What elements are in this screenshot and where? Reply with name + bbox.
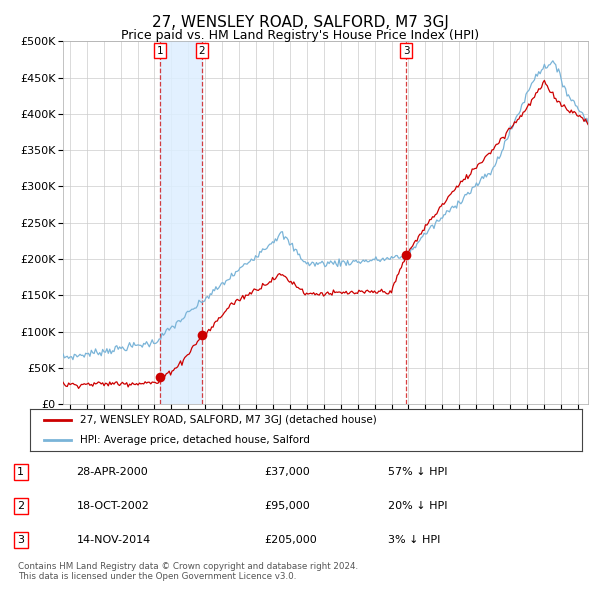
Text: 1: 1 [157, 45, 163, 55]
Text: 27, WENSLEY ROAD, SALFORD, M7 3GJ (detached house): 27, WENSLEY ROAD, SALFORD, M7 3GJ (detac… [80, 415, 376, 425]
Text: £205,000: £205,000 [265, 535, 317, 545]
Text: 2: 2 [17, 501, 24, 511]
Text: 18-OCT-2002: 18-OCT-2002 [77, 501, 149, 511]
Text: 2: 2 [199, 45, 205, 55]
Text: 1: 1 [17, 467, 24, 477]
Text: £37,000: £37,000 [265, 467, 310, 477]
Text: Contains HM Land Registry data © Crown copyright and database right 2024.
This d: Contains HM Land Registry data © Crown c… [18, 562, 358, 581]
Text: 28-APR-2000: 28-APR-2000 [77, 467, 148, 477]
Text: 27, WENSLEY ROAD, SALFORD, M7 3GJ: 27, WENSLEY ROAD, SALFORD, M7 3GJ [152, 15, 448, 30]
Text: 20% ↓ HPI: 20% ↓ HPI [388, 501, 448, 511]
Text: 14-NOV-2014: 14-NOV-2014 [77, 535, 151, 545]
Text: 57% ↓ HPI: 57% ↓ HPI [388, 467, 448, 477]
Text: 3: 3 [17, 535, 24, 545]
Bar [160, 41, 202, 404]
Text: HPI: Average price, detached house, Salford: HPI: Average price, detached house, Salf… [80, 435, 310, 445]
Text: Price paid vs. HM Land Registry's House Price Index (HPI): Price paid vs. HM Land Registry's House … [121, 30, 479, 42]
Text: £95,000: £95,000 [265, 501, 310, 511]
Text: 3% ↓ HPI: 3% ↓ HPI [388, 535, 440, 545]
Text: 3: 3 [403, 45, 410, 55]
